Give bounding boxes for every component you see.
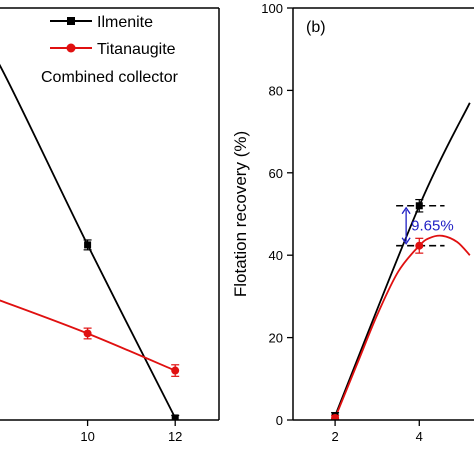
right-y-tick-label: 100: [261, 1, 283, 16]
right-y-tick-label: 0: [276, 413, 283, 428]
left-titanaugite-point: [171, 366, 180, 375]
right-ilmenite-point: [415, 202, 423, 210]
legend-label-titanaugite: Titanaugite: [97, 41, 176, 58]
right-y-ticks: 0 20 40 60 80 100: [261, 1, 293, 428]
legend: Ilmenite Titanaugite Combined collector: [41, 14, 179, 86]
left-plot-area: [0, 63, 180, 420]
legend-marker-titanaugite: [66, 43, 76, 53]
right-ilmenite-curve: [334, 102, 471, 417]
right-titanaugite-point: [331, 413, 340, 420]
left-panel: 10 12 Ilmenite Titanaugite Combined colle…: [0, 7, 220, 444]
right-x-tick-label: 4: [416, 429, 423, 444]
right-titanaugite-curve: [334, 234, 471, 419]
right-markers: [331, 198, 424, 420]
y-axis-title: Flotation recovery (%): [231, 131, 250, 297]
right-y-tick-label: 20: [269, 331, 283, 346]
legend-label-ilmenite: Ilmenite: [97, 14, 153, 31]
right-y-tick-label: 80: [269, 83, 283, 98]
left-curves: [0, 63, 177, 419]
left-titanaugite-point: [83, 329, 92, 338]
right-y-tick-label: 40: [269, 248, 283, 263]
right-plot-area: 9.65%: [331, 102, 471, 420]
annotation-arrow-down: [401, 237, 411, 245]
right-y-tick-label: 60: [269, 166, 283, 181]
right-curves: [334, 102, 471, 419]
left-markers: [83, 239, 180, 420]
left-x-tick-label: 12: [168, 429, 182, 444]
left-ilmenite-point: [171, 414, 179, 420]
panel-label: (b): [306, 19, 326, 36]
annotation-label: 9.65%: [411, 218, 454, 235]
left-ilmenite-curve: [0, 63, 177, 419]
annotation-arrow-up: [401, 206, 411, 215]
legend-caption: Combined collector: [41, 69, 179, 86]
left-ilmenite-point: [84, 241, 92, 249]
legend-marker-ilmenite: [67, 17, 75, 25]
left-x-ticks: 10 12: [80, 420, 182, 444]
left-x-tick-label: 10: [80, 429, 94, 444]
right-x-tick-label: 2: [331, 429, 338, 444]
left-axes-frame: [0, 7, 220, 421]
right-axes-frame: [292, 7, 474, 421]
right-titanaugite-point: [415, 241, 424, 250]
left-titanaugite-curve: [0, 299, 176, 372]
